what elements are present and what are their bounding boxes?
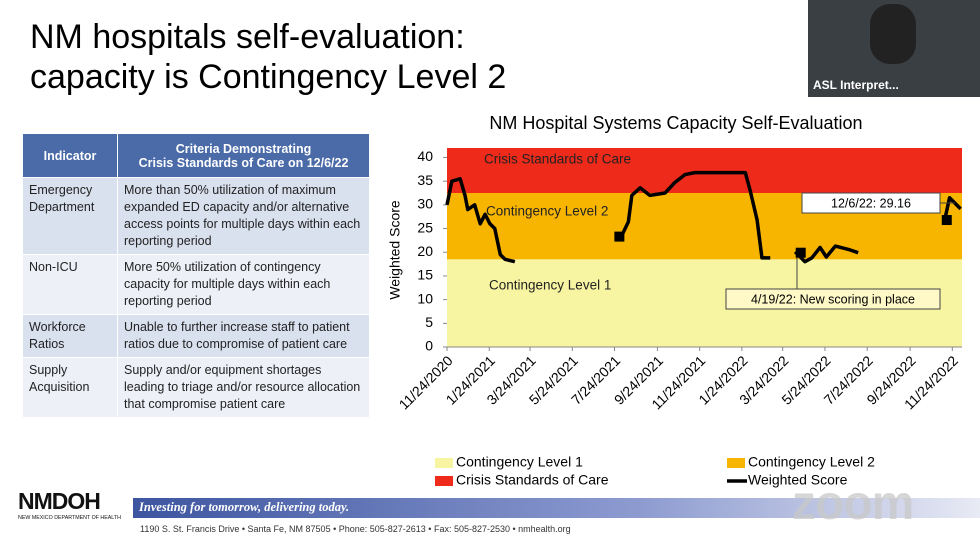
legend-label: Weighted Score <box>748 472 848 488</box>
annotation: 12/6/22: 29.16 <box>831 196 911 210</box>
y-tick-label: 0 <box>425 338 433 354</box>
logo-text: NMDOH <box>18 488 101 514</box>
zoom-watermark: zoom <box>792 477 914 530</box>
slide-title: NM hospitals self-evaluation: <box>30 18 465 56</box>
video-person <box>870 4 916 64</box>
header-cell: Indicator <box>22 133 118 178</box>
header-cell: Criteria Demonstrating Crisis Standards … <box>117 133 370 178</box>
legend-swatch <box>435 458 453 468</box>
logo: NMDOH NEW MEXICO DEPARTMENT OF HEALTH <box>18 488 130 540</box>
annotation-box <box>801 192 941 214</box>
criteria-cell: Supply and/or equipment shortages leadin… <box>117 357 370 418</box>
x-tick-label: 11/24/2020 <box>396 352 456 412</box>
marker <box>614 231 625 242</box>
y-tick-label: 25 <box>417 219 433 235</box>
address: 1190 S. St. Francis Drive • Santa Fe, NM… <box>140 524 571 534</box>
data-line <box>445 170 962 264</box>
band-label: Contingency Level 1 <box>489 278 611 293</box>
criteria-cell: More 50% utilization of contingency capa… <box>117 254 370 315</box>
slide-title: capacity is Contingency Level 2 <box>30 58 507 96</box>
band <box>447 148 962 194</box>
table-header: Indicator Criteria Demonstrating Crisis … <box>22 133 370 178</box>
annotation: 4/19/22: New scoring in place <box>751 292 915 306</box>
video-label: ASL Interpret... <box>813 78 899 92</box>
annotation-box <box>725 288 941 310</box>
logo-subtitle: NEW MEXICO DEPARTMENT OF HEALTH <box>18 515 121 521</box>
table-row: Supply Acquisition Supply and/or equipmen… <box>22 357 370 418</box>
indicator-cell: Non-ICU <box>22 254 118 315</box>
tagline: Investing for tomorrow, delivering today… <box>139 500 350 514</box>
legend-swatch <box>727 458 745 468</box>
legend-label: Contingency Level 1 <box>456 454 583 470</box>
y-tick-label: 30 <box>417 196 433 212</box>
y-tick-label: 15 <box>417 267 433 283</box>
band-label: Contingency Level 2 <box>486 204 608 219</box>
tagline-banner: Investing for tomorrow, delivering today… <box>133 498 980 518</box>
table-body: Emergency Department More than 50% utiliz… <box>22 177 370 418</box>
marker <box>941 215 952 226</box>
y-tick-label: 5 <box>425 314 433 330</box>
table-row: Emergency Department More than 50% utiliz… <box>22 177 370 255</box>
table-row: Non-ICU More 50% utilization of contingen… <box>22 254 370 315</box>
marker <box>795 247 806 258</box>
y-tick-label: 20 <box>417 243 433 259</box>
video-tile: ASL Interpret... <box>808 0 980 97</box>
legend-swatch <box>435 476 453 486</box>
y-tick-label: 10 <box>417 290 433 306</box>
criteria-table: Indicator Criteria Demonstrating Crisis … <box>22 133 370 418</box>
indicator-cell: Supply Acquisition <box>22 357 118 418</box>
chart-title: NM Hospital Systems Capacity Self-Evalua… <box>489 113 862 133</box>
y-tick-label: 40 <box>417 148 433 164</box>
legend-label: Contingency Level 2 <box>748 454 875 470</box>
band-label: Crisis Standards of Care <box>484 152 631 167</box>
y-tick-label: 35 <box>417 172 433 188</box>
legend-label: Crisis Standards of Care <box>456 472 609 488</box>
criteria-cell: More than 50% utilization of maximum exp… <box>117 177 370 255</box>
y-axis-label: Weighted Score <box>387 200 403 300</box>
